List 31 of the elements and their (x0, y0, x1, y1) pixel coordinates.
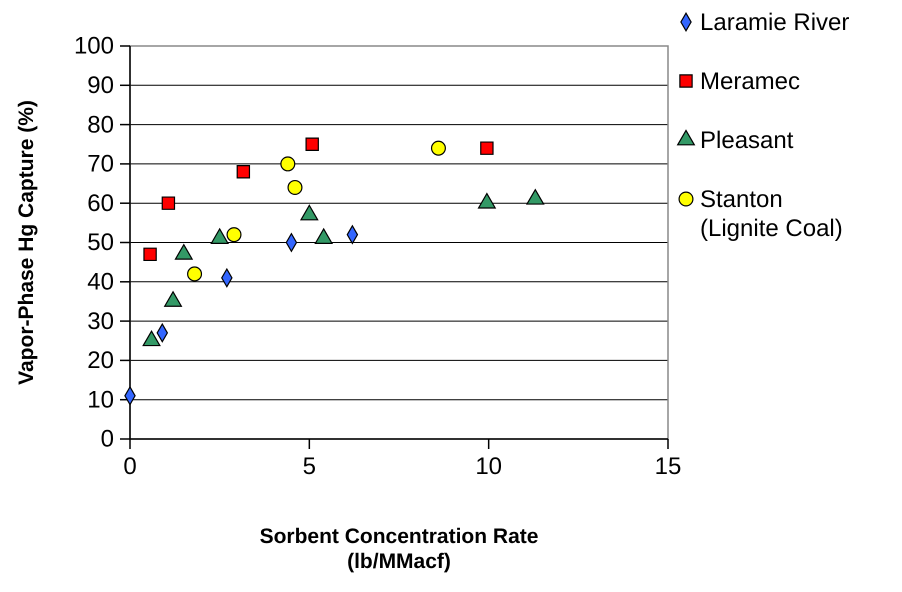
y-tick-label: 90 (87, 72, 114, 99)
point (430, 140, 446, 156)
point (162, 196, 176, 210)
x-tick-label: 5 (302, 453, 316, 480)
y-tick-label: 30 (87, 308, 114, 335)
legend-label: Laramie River (700, 9, 850, 36)
x-axis-title: Sorbent Concentration Rate (lb/MMacf) (260, 525, 538, 574)
legend-label: Meramec (700, 68, 800, 95)
y-tick-label: 40 (87, 268, 114, 296)
y-tick-label: 20 (87, 347, 114, 374)
y-tick-label: 80 (87, 111, 114, 138)
x-tick-label: 15 (654, 453, 682, 480)
point (187, 266, 202, 282)
y-tick-label: 10 (87, 386, 114, 414)
legend-label: Stanton (Lignite Coal) (700, 186, 843, 242)
point (480, 141, 494, 155)
y-tick-label: 100 (74, 32, 114, 60)
x-tick-label: 0 (123, 453, 137, 480)
y-tick-label: 70 (87, 150, 114, 178)
legend-label: Pleasant (700, 127, 794, 154)
y-axis-title: Vapor-Phase Hg Capture (%) (15, 100, 38, 385)
point (305, 138, 319, 151)
point (287, 180, 302, 195)
point (226, 227, 242, 242)
point (280, 156, 296, 172)
point (236, 165, 250, 178)
y-tick-label: 0 (100, 426, 114, 453)
y-tick-label: 60 (87, 190, 114, 217)
x-tick-label: 10 (475, 453, 502, 480)
point (143, 248, 157, 262)
y-tick-label: 50 (87, 229, 114, 256)
